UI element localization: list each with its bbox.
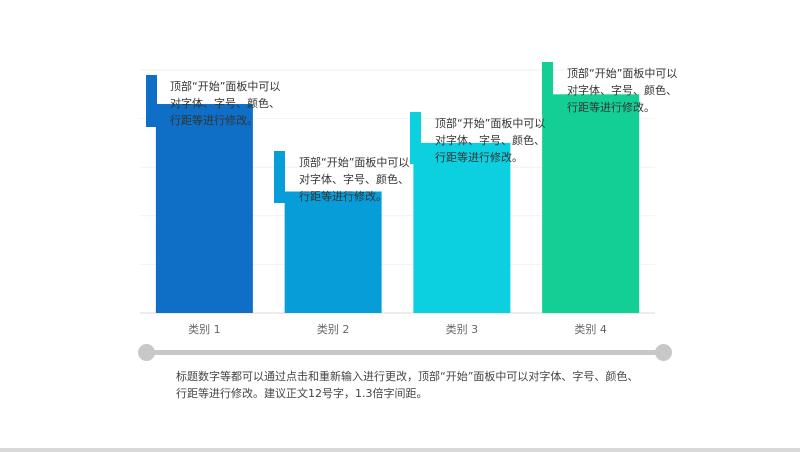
callout-text-4: 顶部“开始”面板中可以对字体、字号、颜色、行距等进行修改。 (567, 67, 678, 114)
timeline-knob-left (138, 344, 155, 361)
bar-1 (155, 104, 253, 314)
x-tick-label: 类别 2 (317, 322, 350, 336)
callout-accent-2 (274, 151, 285, 203)
callout-text-3: 顶部“开始”面板中可以对字体、字号、颜色、行距等进行修改。 (435, 117, 546, 164)
callout-text-1: 顶部“开始”面板中可以对字体、字号、颜色、行距等进行修改。 (170, 80, 281, 127)
bottom-divider (0, 448, 800, 452)
callout-accent-4 (542, 62, 553, 114)
timeline-track (147, 350, 664, 355)
timeline-knob-right (655, 344, 672, 361)
bar-3 (413, 142, 511, 313)
x-tick-label: 类别 1 (188, 322, 221, 336)
bar-2 (284, 191, 382, 313)
bar-4 (542, 94, 640, 313)
callout-text-2: 顶部“开始”面板中可以对字体、字号、颜色、行距等进行修改。 (299, 156, 410, 203)
caption-text: 标题数字等都可以通过点击和重新输入进行更改，顶部“开始”面板中可以对字体、字号、… (176, 370, 639, 400)
callout-accent-3 (410, 112, 421, 164)
x-tick-label: 类别 3 (446, 322, 479, 336)
callout-accent-1 (146, 75, 157, 127)
x-tick-label: 类别 4 (574, 322, 607, 336)
